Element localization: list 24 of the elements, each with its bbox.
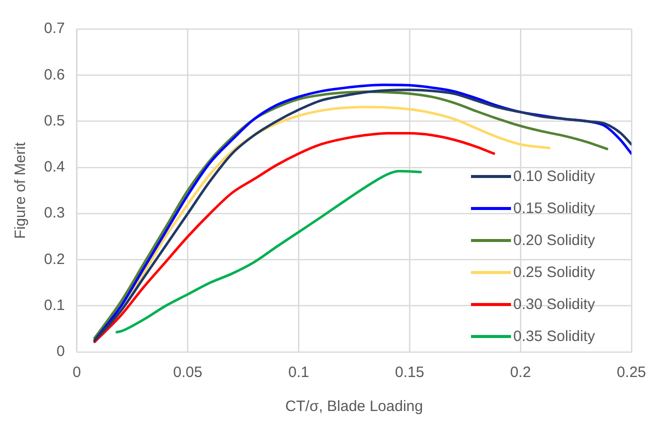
x-axis-title: CT/σ, Blade Loading	[285, 398, 423, 416]
legend-label: 0.35 Solidity	[513, 328, 595, 344]
legend-label: 0.15 Solidity	[513, 200, 595, 216]
legend-label: 0.10 Solidity	[513, 168, 595, 184]
x-tick-label: 0.15	[394, 364, 424, 382]
x-tick-label: 0.25	[616, 364, 646, 382]
y-tick-label: 0.7	[44, 20, 65, 38]
y-tick-label: 0.5	[44, 112, 65, 130]
x-tick-label: 0	[72, 364, 82, 382]
x-tick-label: 0.2	[510, 364, 531, 382]
legend-label: 0.25 Solidity	[513, 264, 595, 280]
y-tick-label: 0.3	[44, 204, 65, 222]
line-series	[93, 132, 496, 344]
legend-label: 0.30 Solidity	[513, 296, 595, 312]
legend-label: 0.20 Solidity	[513, 232, 595, 248]
y-tick-label: 0	[56, 343, 65, 360]
y-tick-label: 0.1	[44, 297, 65, 314]
line-series	[116, 170, 422, 334]
y-axis-title: Figure of Merit	[12, 141, 30, 239]
x-tick-label: 0.05	[173, 364, 202, 382]
x-tick-label: 0.1	[288, 364, 310, 382]
y-tick-label: 0.2	[44, 250, 65, 268]
y-tick-label: 0.6	[44, 66, 65, 84]
y-tick-label: 0.4	[44, 158, 65, 176]
